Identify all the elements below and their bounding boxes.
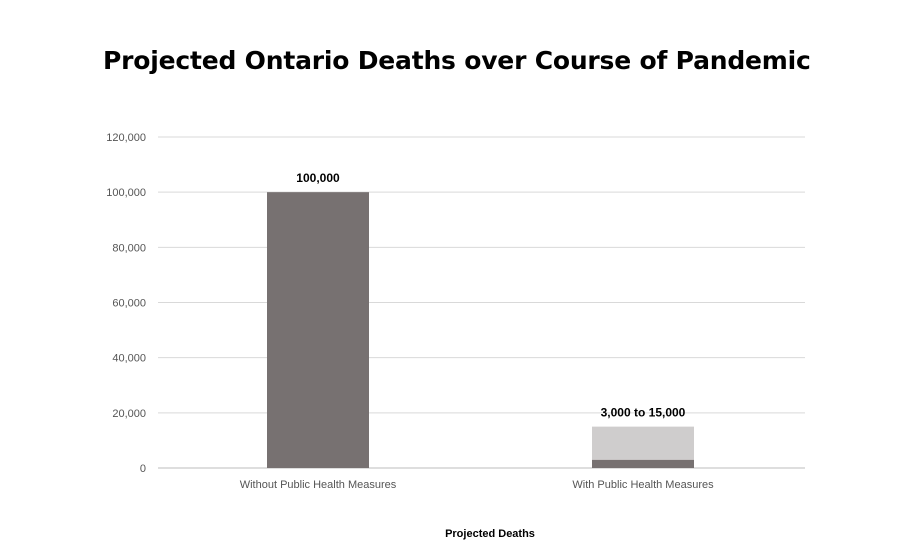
- y-tick-label: 0: [140, 463, 146, 475]
- x-tick-label: With Public Health Measures: [572, 479, 714, 491]
- y-tick-label: 100,000: [106, 187, 146, 199]
- y-axis-ticks: 0 20,000 40,000 60,000 80,000 100,000 120,000: [106, 132, 146, 475]
- y-tick-label: 40,000: [112, 353, 146, 365]
- bar-with-measures: [592, 459, 694, 468]
- data-label: 100,000: [296, 171, 340, 185]
- bar-range-with-measures: [592, 426, 694, 460]
- bars: [267, 192, 694, 468]
- bar-without-measures: [267, 192, 369, 468]
- y-tick-label: 60,000: [112, 298, 146, 310]
- data-labels: 100,000 3,000 to 15,000: [296, 171, 685, 419]
- x-axis-title: Projected Deaths: [445, 528, 535, 540]
- data-label: 3,000 to 15,000: [601, 406, 686, 420]
- y-tick-label: 120,000: [106, 132, 146, 144]
- chart-title: Projected Ontario Deaths over Course of …: [103, 46, 811, 75]
- gridlines: [158, 136, 805, 469]
- y-tick-label: 80,000: [112, 242, 146, 254]
- y-tick-label: 20,000: [112, 408, 146, 420]
- x-axis-ticks: Without Public Health Measures With Publi…: [240, 479, 714, 491]
- x-tick-label: Without Public Health Measures: [240, 479, 397, 491]
